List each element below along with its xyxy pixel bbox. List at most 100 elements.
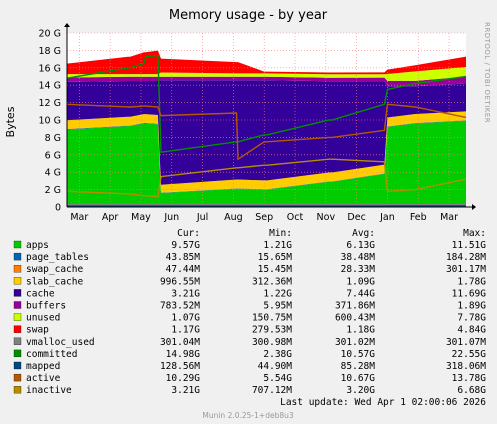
legend-avg: 28.33M <box>341 264 376 275</box>
legend-header-cur: Cur: <box>177 228 200 239</box>
y-tick-label: 2 G <box>45 185 61 196</box>
legend-cur: 996.55M <box>160 276 200 287</box>
legend-cur: 14.98G <box>166 349 201 360</box>
line-active <box>66 103 467 161</box>
legend-max: 301.07M <box>446 337 486 348</box>
y-tick-label: 20 G <box>39 29 61 40</box>
legend-cur: 1.17G <box>171 325 200 336</box>
x-tick-label: Jun <box>163 212 179 223</box>
x-tick-label: Apr <box>102 212 119 223</box>
legend-row-mapped: mapped 128.56M 44.90M 85.28M 318.06M <box>13 361 486 372</box>
legend-min: 15.45M <box>258 264 293 275</box>
legend-cur: 1.07G <box>171 313 200 324</box>
legend-max: 301.17M <box>446 264 486 275</box>
legend-avg: 600.43M <box>335 313 375 324</box>
legend-max: 11.69G <box>452 288 487 299</box>
legend-cur: 3.21G <box>171 385 200 396</box>
x-tick-label: Jul <box>196 212 208 223</box>
legend-name: buffers <box>26 301 66 312</box>
plot-area <box>67 50 466 207</box>
area-cache <box>67 80 466 185</box>
legend-avg: 10.67G <box>341 373 376 384</box>
legend-max: 22.55G <box>452 349 487 360</box>
legend-min: 1.21G <box>263 240 292 251</box>
y-tick-label: 18 G <box>39 46 61 57</box>
legend-min: 312.36M <box>252 276 292 287</box>
x-tick-label: Aug <box>224 212 243 223</box>
series-lines <box>66 54 467 207</box>
legend-swatch <box>13 252 22 261</box>
legend-swatch <box>13 386 22 394</box>
legend-max: 6.68G <box>457 385 486 396</box>
legend-row-page_tables: page_tables 43.85M 15.65M 38.48M 184.28M <box>13 252 486 263</box>
y-tick-label: 4 G <box>45 168 61 179</box>
x-tick-label: Oct <box>287 212 304 223</box>
area-buffers <box>67 76 466 87</box>
legend-max: 13.78G <box>452 373 487 384</box>
legend-row-inactive: inactive 3.21G 707.12M 3.20G 6.68G <box>13 385 486 396</box>
legend-name: mapped <box>26 361 60 372</box>
legend-swatch <box>13 277 22 285</box>
y-axis-arrow <box>64 23 70 27</box>
area-swap <box>67 50 466 75</box>
legend-cur: 128.56M <box>160 361 200 372</box>
x-tick-label: Mar <box>70 212 88 223</box>
gridlines <box>67 32 466 207</box>
legend-min: 150.75M <box>252 313 292 324</box>
legend-avg: 1.09G <box>346 276 375 287</box>
legend-max: 184.28M <box>446 252 486 263</box>
legend-min: 2.38G <box>263 349 292 360</box>
x-tick-label: Sep <box>255 212 273 223</box>
y-tick-label: 12 G <box>39 98 61 109</box>
legend-min: 15.65M <box>258 252 293 263</box>
legend-avg: 7.44G <box>346 288 375 299</box>
legend-name: cache <box>26 288 55 299</box>
legend-cur: 783.52M <box>160 301 200 312</box>
legend-avg: 85.28M <box>341 361 376 372</box>
x-axis-arrow <box>472 204 476 210</box>
legend-max: 7.78G <box>457 313 486 324</box>
legend-row-unused: unused 1.07G 150.75M 600.43M 7.78G <box>13 313 486 324</box>
legend-row-swap_cache: swap_cache 47.44M 15.45M 28.33M 301.17M <box>13 264 486 275</box>
area-apps <box>67 120 466 207</box>
x-tick-label: Jan <box>379 212 395 223</box>
y-tick-label: 0 <box>55 203 61 214</box>
x-tick-label: Mar <box>440 212 458 223</box>
legend-name: apps <box>26 240 49 251</box>
legend-max: 4.84G <box>457 325 486 336</box>
legend-row-vmalloc_used: vmalloc_used 301.04M 300.98M 301.02M 301.07M <box>13 337 486 348</box>
legend-swatch <box>13 349 22 358</box>
legend-min: 300.98M <box>252 337 292 348</box>
legend-name: swap <box>26 325 49 336</box>
legend-header-max: Max: <box>463 228 486 239</box>
legend-avg: 38.48M <box>341 252 376 263</box>
legend-avg: 301.02M <box>335 337 375 348</box>
legend-min: 1.22G <box>263 288 292 299</box>
legend-swatch <box>13 313 22 321</box>
legend-avg: 3.20G <box>346 385 375 396</box>
chart-title: Memory usage - by year <box>169 8 328 23</box>
legend-min: 5.95M <box>263 301 292 312</box>
y-tick-label: 14 G <box>39 81 61 92</box>
legend-min: 279.53M <box>252 325 292 336</box>
legend-rows: apps 9.57G 1.21G 6.13G 11.51G page_tables 43.8… <box>13 240 487 396</box>
legend-header-min: Min: <box>269 228 292 239</box>
legend-name: swap_cache <box>26 264 83 275</box>
legend-name: committed <box>26 349 77 360</box>
legend-swatch <box>13 265 22 273</box>
legend-cur: 10.29G <box>166 373 201 384</box>
legend-name: unused <box>26 313 60 324</box>
legend-swatch <box>13 373 22 382</box>
legend-row-committed: committed 14.98G 2.38G 10.57G 22.55G <box>13 349 487 360</box>
legend-max: 11.51G <box>452 240 487 251</box>
last-update: Last update: Wed Apr 1 02:00:06 2026 <box>280 397 486 408</box>
axes <box>64 23 476 210</box>
y-tick-label: 10 G <box>39 116 61 127</box>
legend-row-slab_cache: slab_cache 996.55M 312.36M 1.09G 1.78G <box>13 276 486 287</box>
legend-name: active <box>26 373 61 384</box>
y-tick-label: 16 G <box>39 63 61 74</box>
x-tick-label: Feb <box>410 212 427 223</box>
rrdtool-watermark: RRDTOOL / TOBI OETIKER <box>483 22 491 123</box>
legend-cur: 43.85M <box>166 252 201 263</box>
